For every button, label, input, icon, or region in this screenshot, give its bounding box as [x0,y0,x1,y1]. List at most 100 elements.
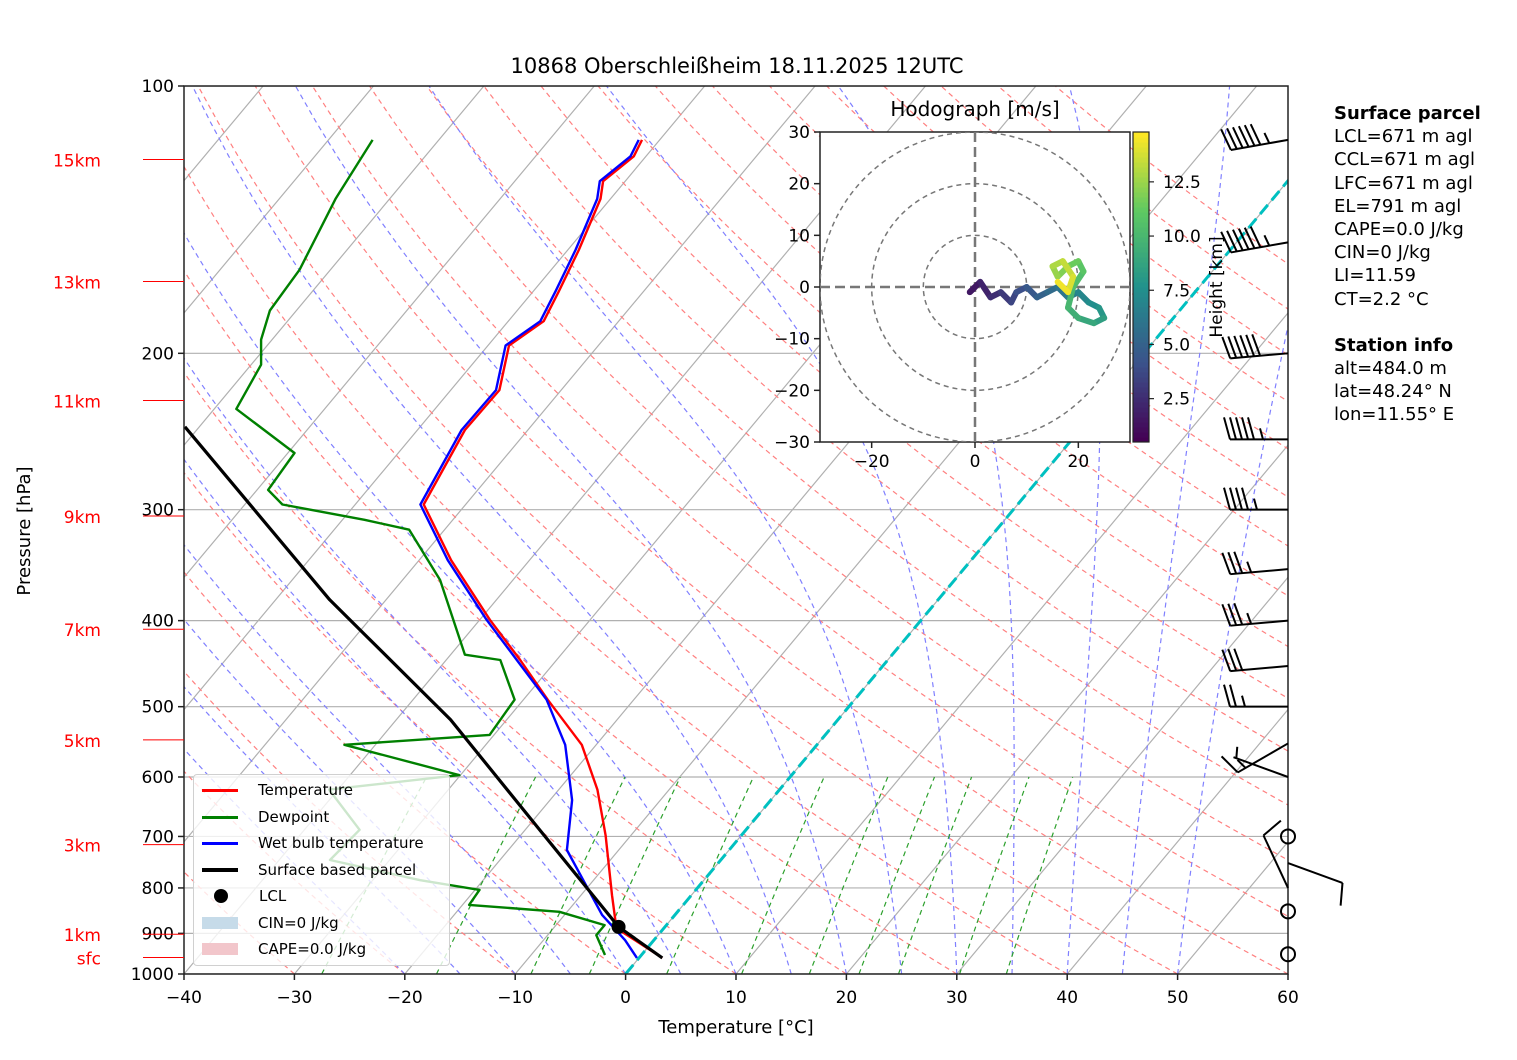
x-tick-label: −40 [166,988,202,1008]
stat-cape: CAPE=0.0 J/kg [1334,219,1464,241]
colorbar-segment [1133,332,1149,338]
barb-flag [1249,123,1262,146]
barb-flag [1233,648,1244,671]
axes: −40 −30 −20 −10 0 10 20 30 40 50 60100200300400500… [53,77,1299,1008]
colorbar-segment [1133,412,1149,418]
barb-flag [1220,128,1232,151]
barb-half-flag [1253,498,1258,510]
colorbar-segment [1133,202,1149,208]
wind-barb [1221,602,1289,627]
colorbar-label: Height [km] [1207,236,1227,337]
barb-flag [1339,882,1344,906]
colorbar-segment [1133,247,1149,253]
wind-barb [1223,487,1288,511]
barb-staff [1230,619,1289,627]
isotherm-line [184,86,595,579]
legend-swatch [202,943,238,955]
barb-half-flag [1241,695,1246,707]
barb-half-flag [1263,234,1271,247]
wind-barb [1223,684,1288,708]
colorbar-segment [1133,352,1149,358]
hodograph: Hodograph [m/s] −20 0 20 −30 −20 −10 0 10 20 30 2.5… [774,97,1227,472]
barb-flag [1229,417,1237,440]
y-axis-label: Pressure [hPa] [14,466,35,595]
colorbar-segment [1133,242,1149,248]
dry-adiabat-line [184,571,626,974]
colorbar-segment [1133,357,1149,363]
isotherm-line [184,86,374,314]
height-tick-label: 1km [64,926,101,946]
colorbar-segment [1133,307,1149,313]
x-tick-label: −20 [387,988,423,1008]
barb-flag [1227,336,1238,359]
height-tick-label: 5km [64,732,101,752]
x-tick-label: −30 [276,988,312,1008]
moist-adiabat-line [184,357,682,974]
legend-item-dewpoint: Dewpoint [202,805,329,829]
wind-barb [1221,648,1289,673]
y-tick-label: 800 [142,879,174,899]
barb-flag [1233,335,1244,358]
lcl-point [611,919,626,934]
legend-swatch [202,841,238,845]
mixing-ratio-line [959,776,1030,974]
dry-adiabat-line [769,86,1288,498]
x-tick-label: 30 [946,988,968,1008]
stat-ccl: CCL=671 m agl [1334,149,1476,171]
barb-flag [1227,603,1238,626]
wind-barb [1287,862,1344,906]
hodograph-y-tick-label: 0 [799,278,810,298]
y-tick-label: 700 [142,827,174,847]
dry-adiabat-line [184,471,737,974]
barb-flag [1237,125,1250,148]
colorbar-segment [1133,172,1149,178]
colorbar-segment [1133,322,1149,328]
legend-label: LCL [259,887,287,905]
wind-barb [1220,742,1289,774]
hodograph-segment [1054,278,1071,296]
mixing-ratio-line [741,776,825,974]
moist-adiabat-line [184,618,516,974]
barb-half-flag [1246,612,1253,625]
legend-label: CIN=0 J/kg [258,914,339,932]
barb-flag [1221,552,1232,575]
x-axis-label: Temperature [°C] [657,1017,813,1038]
legend-item-lcl: LCL [202,884,286,908]
hodograph-title: Hodograph [m/s] [890,97,1059,121]
calm-circle [1280,946,1296,963]
hodograph-y-tick-label: 10 [788,226,810,246]
wind-barb [1221,334,1289,360]
colorbar-segment [1133,182,1149,188]
wind-barb [1220,226,1289,254]
barb-flag [1239,335,1250,358]
station-info-heading: Station info [1334,334,1454,356]
colorbar-segment [1133,417,1149,423]
stat-li: LI=11.59 [1334,265,1416,287]
barb-flag [1223,684,1231,707]
colorbar-segment [1133,162,1149,168]
hodograph-segment [977,278,994,301]
colorbar-segment [1133,377,1149,383]
isotherm-line [735,311,1288,974]
colorbar-segment [1133,232,1149,238]
barb-flag [1233,551,1244,574]
x-tick-label: −10 [497,988,533,1008]
colorbar-segment [1133,427,1149,433]
isotherm-line [184,86,485,447]
series-dewpoint [235,139,607,956]
colorbar-tick-label: 12.5 [1163,173,1201,193]
wind-barb [1223,417,1288,441]
legend-swatch [202,868,238,872]
y-tick-label: 500 [142,698,174,718]
colorbar-segment [1133,197,1149,203]
wind-barb [1221,551,1289,576]
legend-swatch [202,815,238,819]
dry-adiabat-line [311,86,1288,918]
barb-half-flag [1235,746,1239,759]
barb-flag [1232,229,1244,251]
barb-staff [1230,568,1289,576]
moist-adiabat-line [428,86,903,974]
barb-flag [1221,603,1232,627]
height-tick-label: 3km [64,837,101,857]
